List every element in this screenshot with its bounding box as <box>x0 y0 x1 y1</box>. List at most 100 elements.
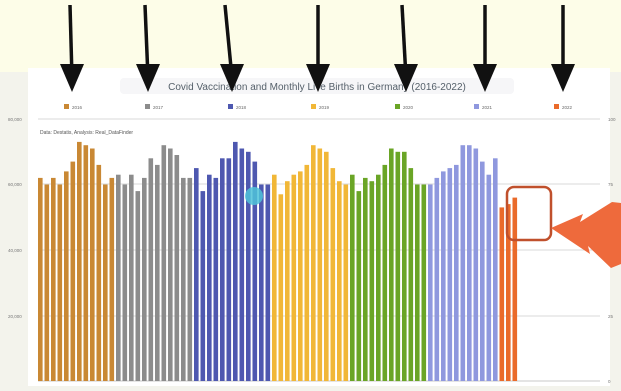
bar-2016-9 <box>90 148 95 381</box>
bar-2016-4 <box>57 184 63 381</box>
bar-2019-8 <box>317 148 323 381</box>
y2-tick-label: 0 <box>608 379 611 384</box>
legend-swatch-2021 <box>474 104 479 109</box>
bar-2016-3 <box>51 177 56 381</box>
arrow-down-icon <box>306 5 330 92</box>
y2-tick-label: 75 <box>608 182 614 187</box>
bar-2020-8 <box>395 151 401 382</box>
bar-2017-4 <box>135 191 141 381</box>
top-band <box>0 0 621 72</box>
bar-2018-7 <box>233 141 238 381</box>
legend-label-2021: 2021 <box>482 105 493 110</box>
bar-2016-5 <box>64 171 69 381</box>
bar-2021-6 <box>460 145 466 381</box>
bar-2021-2 <box>434 177 440 381</box>
bar-2016-8 <box>83 145 89 381</box>
bar-2021-4 <box>447 168 453 381</box>
bar-2019-5 <box>298 171 303 381</box>
legend-swatch-2017 <box>145 104 150 109</box>
bar-2017-11 <box>181 177 186 381</box>
y-tick-label: 40,000 <box>8 248 22 253</box>
bar-2018-9 <box>246 151 251 382</box>
bar-2022-1 <box>499 207 505 381</box>
bar-2017-5 <box>142 177 147 381</box>
arrow-down-icon <box>473 5 497 92</box>
bar-2020-12 <box>421 184 427 381</box>
y-tick-label: 60,000 <box>8 182 22 187</box>
bar-2020-5 <box>376 174 381 381</box>
bar-2016-6 <box>70 161 76 381</box>
bar-2019-3 <box>285 181 290 381</box>
bar-2016-2 <box>44 184 50 381</box>
bar-2019-4 <box>291 174 297 381</box>
arrow-down-icon <box>551 5 575 92</box>
bar-2018-11 <box>259 184 264 381</box>
legend-label-2020: 2020 <box>403 105 414 110</box>
arrow-down-icon <box>60 4 84 92</box>
bar-2020-3 <box>363 177 368 381</box>
legend-swatch-2016 <box>64 104 69 109</box>
bar-2020-7 <box>389 148 394 381</box>
bar-2016-12 <box>109 177 115 381</box>
bar-2017-9 <box>168 148 173 381</box>
legend-swatch-2018 <box>228 104 233 109</box>
bar-2019-11 <box>337 181 342 381</box>
bar-2018-1 <box>194 168 199 381</box>
bar-2018-4 <box>213 177 219 381</box>
bar-2019-7 <box>311 145 316 381</box>
bar-2019-2 <box>278 194 284 381</box>
y-tick-label: 80,000 <box>8 117 22 122</box>
bar-2018-6 <box>226 158 232 381</box>
bar-2018-3 <box>207 174 212 381</box>
bar-2016-11 <box>103 184 108 381</box>
bar-2019-12 <box>343 184 349 381</box>
bar-2021-10 <box>486 174 492 381</box>
arrow-right-icon <box>551 202 621 268</box>
bar-2018-8 <box>239 148 245 381</box>
bar-2020-4 <box>369 181 375 381</box>
bar-2019-1 <box>272 174 277 381</box>
arrow-down-icon <box>136 4 160 92</box>
arrow-down-icon <box>220 4 244 92</box>
y-tick-label: 20,000 <box>8 314 22 319</box>
bar-2021-7 <box>467 145 472 381</box>
legend: 2016 2017 2018 2019 2020 2021 2022 <box>64 104 573 110</box>
bar-2021-3 <box>441 171 446 381</box>
bar-2017-8 <box>161 145 167 381</box>
bar-2017-6 <box>148 158 154 381</box>
bar-2018-2 <box>200 191 206 381</box>
source-note: Data: Destatis, Analysis: Real_DataFinde… <box>40 130 133 136</box>
bar-2021-8 <box>473 148 479 381</box>
bar-2022-3 <box>512 197 518 381</box>
bar-2019-6 <box>304 164 310 381</box>
bar-2019-9 <box>324 151 329 382</box>
legend-swatch-2020 <box>395 104 400 109</box>
bar-2021-5 <box>454 164 459 381</box>
bar-2018-12 <box>265 184 271 381</box>
bar-2017-12 <box>187 177 193 381</box>
legend-label-2016: 2016 <box>72 105 83 110</box>
bar-2020-10 <box>408 168 414 381</box>
bar-2017-2 <box>122 184 128 381</box>
legend-label-2019: 2019 <box>319 105 330 110</box>
bar-2021-1 <box>428 184 433 381</box>
bar-2020-9 <box>402 151 407 382</box>
bar-2016-7 <box>77 141 82 381</box>
bar-2018-5 <box>220 158 225 381</box>
legend-swatch-2022 <box>554 104 559 109</box>
legend-swatch-2019 <box>311 104 316 109</box>
bar-2016-1 <box>38 177 43 381</box>
bar-2019-10 <box>330 168 336 381</box>
highlight-dot <box>245 187 263 205</box>
highlight-box <box>505 185 553 242</box>
legend-label-2018: 2018 <box>236 105 247 110</box>
bar-2017-3 <box>129 174 134 381</box>
arrow-down-icon <box>394 4 418 92</box>
bar-2016-10 <box>96 164 102 381</box>
bar-2020-2 <box>356 191 362 381</box>
y2-tick-label: 100 <box>608 117 616 122</box>
annotation-arrows <box>60 4 575 92</box>
y2-tick-label: 25 <box>608 314 614 319</box>
bars <box>38 141 518 382</box>
